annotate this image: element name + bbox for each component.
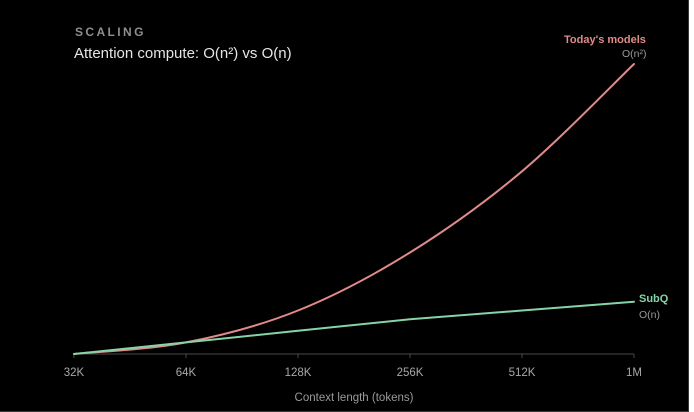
x-ticks: 32K 64K 128K 256K 512K 1M <box>64 354 642 379</box>
todays-models-line <box>73 63 635 355</box>
subq-label: SubQ <box>639 293 669 305</box>
x-axis-title: Context length (tokens) <box>295 392 414 404</box>
chart-title: Attention compute: O(n²) vs O(n) <box>74 45 292 62</box>
todays-models-label: Today's models <box>564 34 646 46</box>
todays-models-sublabel: O(n²) <box>622 48 647 60</box>
series-lines <box>73 63 635 355</box>
x-tick-label: 256K <box>397 367 424 379</box>
x-tick-label: 64K <box>176 367 197 379</box>
series-labels: Today's models O(n²) SubQ O(n) <box>564 34 669 321</box>
x-tick-label: 32K <box>64 367 85 379</box>
x-tick-label: 512K <box>509 367 536 379</box>
subq-sublabel: O(n) <box>639 309 660 321</box>
x-tick-label: 1M <box>626 367 642 379</box>
section-eyebrow: SCALING <box>75 25 146 39</box>
subq-line <box>73 300 635 355</box>
x-tick-label: 128K <box>285 367 312 379</box>
